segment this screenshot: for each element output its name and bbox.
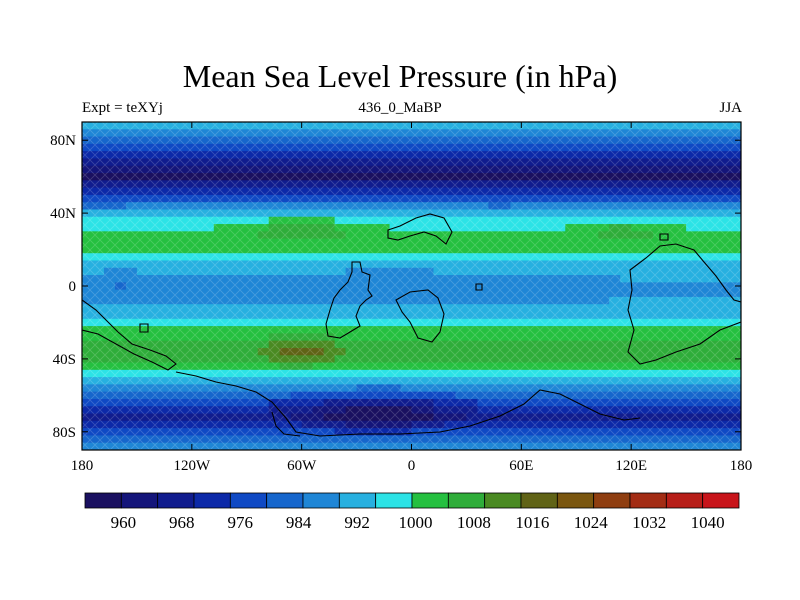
experiment-label: Expt = teXYj	[82, 100, 163, 116]
colorbar-label: 968	[169, 513, 195, 532]
colorbar-swatch	[556, 492, 595, 509]
coastline-south-america	[325, 261, 373, 339]
coastline-north-america	[387, 213, 453, 245]
colorbar-label: 992	[344, 513, 370, 532]
hatch-overlay	[82, 122, 741, 450]
colorbar-label: 1008	[457, 513, 491, 532]
coastline-southern-rim	[175, 371, 641, 437]
colorbar-swatch	[302, 492, 340, 509]
map-title: Mean Sea Level Pressure (in hPa)	[182, 58, 618, 94]
coastline-africa	[395, 289, 445, 343]
colorbar-label: 1032	[632, 513, 666, 532]
colorbar-swatch	[447, 492, 486, 509]
colorbar-swatch	[665, 492, 704, 509]
axes: 180 120W 60W 0 60E 120E 180 80N 40N 0 40S 80S	[50, 122, 752, 474]
colorbar-swatch	[338, 492, 377, 509]
x-tick-label: 120W	[173, 458, 211, 474]
colorbar-swatch	[84, 492, 122, 509]
y-tick-label: 80N	[50, 133, 76, 149]
colorbar-swatch	[157, 492, 195, 509]
island-east	[659, 233, 669, 241]
colorbar-swatch	[193, 492, 231, 509]
x-tick-label: 0	[408, 458, 416, 474]
island-north-atlantic	[475, 283, 483, 291]
y-tick-label: 40S	[53, 352, 76, 368]
colorbar-swatch	[375, 492, 413, 509]
y-tick-label: 80S	[53, 425, 76, 441]
x-tick-label: 180	[71, 458, 94, 474]
colorbar-label: 1024	[574, 513, 609, 532]
colorbar-swatch	[629, 492, 667, 509]
colorbar-label: 976	[227, 513, 253, 532]
y-tick-label: 0	[69, 279, 77, 295]
colorbar-swatch	[484, 492, 522, 509]
colorbar-label: 960	[111, 513, 137, 532]
colorbar-swatch	[229, 492, 268, 509]
x-tick-label: 60E	[509, 458, 533, 474]
x-tick-label: 60W	[287, 458, 317, 474]
colorbar-label: 1000	[399, 513, 433, 532]
coastline-asia-east	[627, 243, 741, 365]
colorbar-swatch	[593, 492, 631, 509]
colorbar-swatch	[520, 492, 558, 509]
x-tick-label: 120E	[615, 458, 647, 474]
colorbar-swatch	[266, 492, 304, 509]
island-south-pacific	[139, 323, 149, 333]
season-label: JJA	[719, 100, 742, 116]
coastline-west-pacific	[82, 299, 177, 371]
colorbar-swatch	[702, 492, 740, 509]
age-label: 436_0_MaBP	[358, 100, 442, 116]
colorbar-label: 1016	[515, 513, 549, 532]
coastline-antarctic-edge	[271, 411, 301, 437]
colorbar-label: 984	[286, 513, 312, 532]
y-tick-label: 40N	[50, 206, 76, 222]
colorbar-label: 1040	[691, 513, 725, 532]
colorbar-swatch	[411, 492, 449, 509]
colorbar: 960 968 976 984 992 1000 1008 1016 1024 1032 1040	[84, 492, 740, 532]
colorbar-swatch	[120, 492, 159, 509]
x-tick-label: 180	[730, 458, 753, 474]
land-outlines	[82, 213, 741, 437]
